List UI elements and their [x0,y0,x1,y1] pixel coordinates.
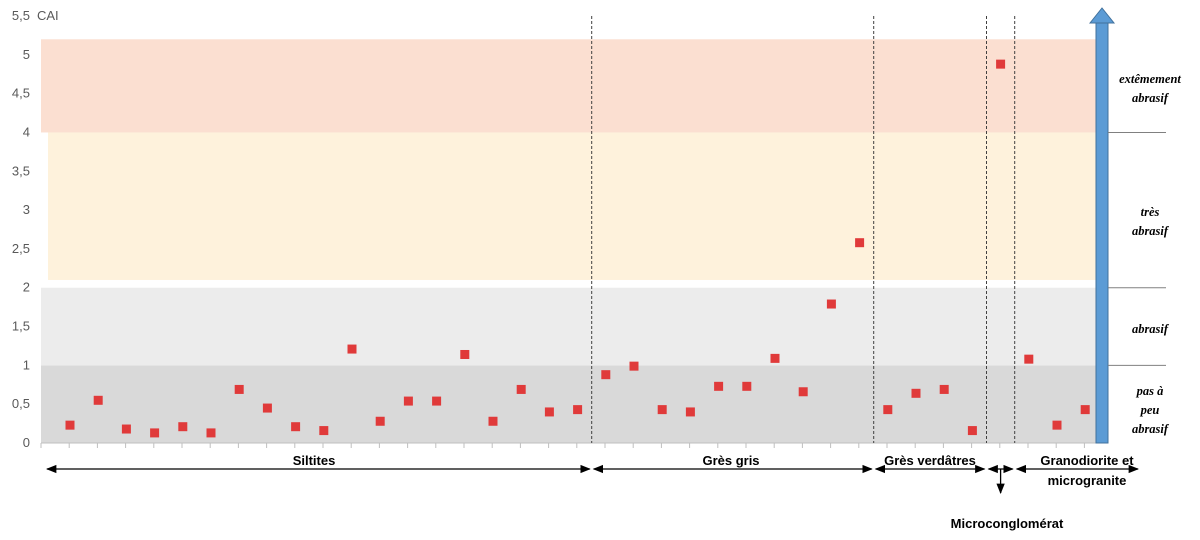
y-tick-label: 3,5 [12,163,30,178]
abrasivity-class-label: extêmement [1119,72,1181,86]
data-point [375,416,385,426]
y-axis-label: CAI [37,8,59,23]
data-point [65,420,75,430]
data-point [262,403,272,413]
data-point [460,349,470,359]
band [41,287,1100,366]
data-point [798,387,808,397]
data-point [1052,420,1062,430]
data-point [826,299,836,309]
data-point [488,416,498,426]
data-point [319,426,329,436]
data-point [178,422,188,432]
abrasivity-class-label: très [1141,205,1160,219]
group-dividers [591,16,1016,443]
abrasivity-class-label: abrasif [1132,322,1170,336]
group-label: Granodiorite et [1040,453,1134,468]
data-points [65,59,1090,438]
data-point [150,428,160,438]
data-point [685,407,695,417]
y-tick-label: 1,5 [12,319,30,334]
band [41,39,1100,133]
scale-arrow-shaft [1095,21,1109,444]
y-tick-label: 0,5 [12,396,30,411]
y-tick-label: 1 [23,357,30,372]
group-label: Microconglomérat [951,516,1064,531]
y-tick-label: 0 [23,435,30,450]
y-tick-label: 2,5 [12,241,30,256]
data-point [996,59,1006,69]
group-label: Siltites [293,453,336,468]
data-point [403,396,413,406]
y-tick-label: 3 [23,202,30,217]
abrasivity-scale: extêmement abrasif très abrasif abrasif pas à… [1088,7,1181,444]
data-point [601,370,611,380]
data-point [657,405,667,415]
abrasivity-class-label: pas à [1136,384,1164,398]
data-point [855,238,865,248]
data-point [911,388,921,398]
group-label: microgranite [1048,473,1127,488]
data-point [347,344,357,354]
data-point [544,407,554,417]
data-point [573,405,583,415]
data-point [234,384,244,394]
data-point [1080,405,1090,415]
group-label: Grès verdâtres [884,453,976,468]
scale-arrow-head [1088,7,1116,24]
abrasivity-class-label: peu [1140,403,1160,417]
abrasivity-class-label: abrasif [1132,91,1170,105]
data-point [714,381,724,391]
data-point [516,384,526,394]
band [48,132,1100,280]
data-point [121,424,131,434]
data-point [206,428,216,438]
data-point [93,395,103,405]
abrasivity-class-label: abrasif [1132,224,1170,238]
group-label: Grès gris [702,453,759,468]
abrasivity-bands [41,39,1100,443]
data-point [291,422,301,432]
group-ranges: Siltites Grès gris Grès verdâtres Microcong… [45,453,1140,531]
data-point [1024,354,1034,364]
y-tick-label: 4 [23,124,30,139]
band [41,365,1100,443]
y-tick-label: 4,5 [12,86,30,101]
data-point [967,426,977,436]
data-point [629,361,639,371]
data-point [432,396,442,406]
abrasivity-class-label: abrasif [1132,422,1170,436]
data-point [939,384,949,394]
data-point [883,405,893,415]
data-point [770,353,780,363]
y-tick-label: 5,5 [12,8,30,23]
data-point [742,381,752,391]
y-tick-label: 2 [23,280,30,295]
y-axis: 0 0,5 1 1,5 2 2,5 3 3,5 4 4,5 5 5,5 [12,8,1100,450]
y-tick-label: 5 [23,47,30,62]
